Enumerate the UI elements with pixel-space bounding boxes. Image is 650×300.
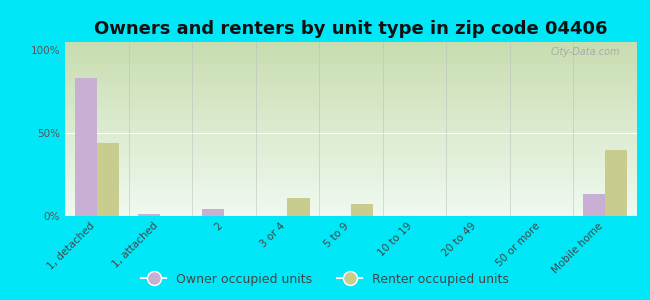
- Bar: [351, 204, 373, 216]
- Bar: [75, 79, 97, 216]
- Bar: [605, 150, 627, 216]
- Title: Owners and renters by unit type in zip code 04406: Owners and renters by unit type in zip c…: [94, 20, 608, 38]
- Text: City-Data.com: City-Data.com: [550, 47, 620, 57]
- Legend: Owner occupied units, Renter occupied units: Owner occupied units, Renter occupied un…: [136, 268, 514, 291]
- Bar: [583, 194, 605, 216]
- Bar: [287, 198, 309, 216]
- Bar: [202, 209, 224, 216]
- Bar: [97, 143, 119, 216]
- Bar: [138, 214, 161, 216]
